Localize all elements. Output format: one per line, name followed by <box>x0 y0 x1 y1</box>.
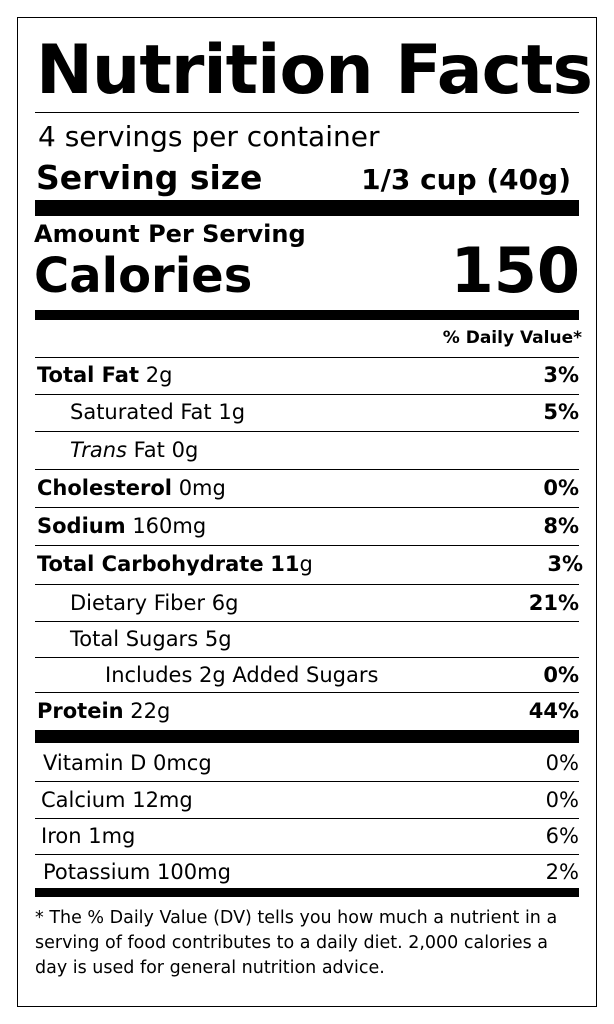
vitamin-dv: 6% <box>545 824 579 848</box>
divider <box>35 692 579 693</box>
nutrient-label: Dietary Fiber 6g <box>70 591 239 615</box>
serving-size-label: Serving size <box>36 158 263 197</box>
nutrient-label: Trans Fat 0g <box>70 438 199 462</box>
nutrient-row-sodium: Sodium 160mg 8% <box>35 508 579 544</box>
nutrient-row-total-fat: Total Fat 2g 3% <box>35 357 579 393</box>
divider <box>35 507 579 508</box>
nutrient-row-total-carbohydrate: Total Carbohydrate 11g 3% <box>35 546 583 582</box>
vitamin-dv: 2% <box>545 860 579 884</box>
nutrient-label: Protein 22g <box>37 699 171 723</box>
divider <box>35 431 579 432</box>
nutrient-dv: 44% <box>528 699 579 723</box>
thick-divider <box>35 200 579 216</box>
nutrient-label: Total Fat 2g <box>37 363 173 387</box>
divider <box>35 394 579 395</box>
divider <box>35 112 579 113</box>
nutrient-row-trans-fat: Trans Fat 0g <box>35 432 579 468</box>
nutrient-dv: 21% <box>528 591 579 615</box>
nutrient-dv: 3% <box>547 552 583 576</box>
footnote: * The % Daily Value (DV) tells you how m… <box>35 908 558 978</box>
nutrient-row-added-sugars: Includes 2g Added Sugars 0% <box>35 657 579 693</box>
nutrient-label: Total Carbohydrate 11g <box>37 552 313 576</box>
amount-per-serving: Amount Per Serving <box>34 220 306 248</box>
label-title: Nutrition Facts <box>36 31 593 110</box>
nutrient-dv: 0% <box>543 476 579 500</box>
vitamin-row-potassium: Potassium 100mg 2% <box>35 854 579 890</box>
nutrient-label: Saturated Fat 1g <box>70 400 246 424</box>
vitamin-label: Potassium 100mg <box>43 860 231 884</box>
thick-divider <box>35 310 579 320</box>
daily-value-header: % Daily Value* <box>442 328 582 348</box>
serving-size-value: 1/3 cup (40g) <box>361 163 571 196</box>
nutrient-label: Total Sugars 5g <box>70 627 232 651</box>
divider <box>35 545 579 546</box>
divider <box>35 781 579 782</box>
nutrient-row-saturated-fat: Saturated Fat 1g 5% <box>35 394 579 430</box>
nutrient-label: Includes 2g Added Sugars <box>105 663 379 687</box>
nutrient-row-protein: Protein 22g 44% <box>35 693 579 729</box>
nutrient-dv: 8% <box>543 514 579 538</box>
vitamin-dv: 0% <box>545 751 579 775</box>
calories-value: 150 <box>450 234 580 307</box>
nutrient-dv: 5% <box>543 400 579 424</box>
divider <box>35 469 579 470</box>
nutrient-dv: 3% <box>543 363 579 387</box>
thick-divider <box>35 888 579 897</box>
vitamin-row-calcium: Calcium 12mg 0% <box>35 782 579 818</box>
vitamin-label: Iron 1mg <box>41 824 136 848</box>
vitamin-row-iron: Iron 1mg 6% <box>35 818 579 854</box>
vitamin-row-vitamin-d: Vitamin D 0mcg 0% <box>35 745 579 781</box>
nutrition-facts-panel: Nutrition Facts 4 servings per container… <box>17 17 597 1007</box>
divider <box>35 621 579 622</box>
nutrient-row-cholesterol: Cholesterol 0mg 0% <box>35 470 579 506</box>
calories-label: Calories <box>34 248 253 304</box>
nutrient-label: Sodium 160mg <box>37 514 207 538</box>
divider <box>35 854 579 855</box>
nutrient-row-total-sugars: Total Sugars 5g <box>35 621 579 657</box>
vitamin-dv: 0% <box>545 788 579 812</box>
servings-per-container: 4 servings per container <box>38 120 380 153</box>
nutrient-row-dietary-fiber: Dietary Fiber 6g 21% <box>35 585 579 621</box>
nutrient-dv: 0% <box>543 663 579 687</box>
divider <box>35 357 579 358</box>
divider <box>35 657 579 658</box>
vitamin-label: Calcium 12mg <box>41 788 193 812</box>
nutrient-label: Cholesterol 0mg <box>37 476 226 500</box>
vitamin-label: Vitamin D 0mcg <box>43 751 212 775</box>
divider <box>35 818 579 819</box>
divider <box>35 584 579 585</box>
thick-divider <box>35 730 579 743</box>
